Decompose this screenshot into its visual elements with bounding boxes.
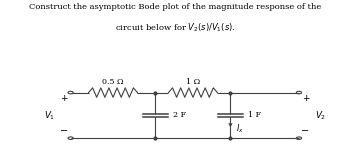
Text: 1 F: 1 F [248,111,261,119]
Text: $V_1$: $V_1$ [44,109,55,122]
Text: $V_2$: $V_2$ [315,109,326,122]
Text: Construct the asymptotic Bode plot of the magnitude response of the: Construct the asymptotic Bode plot of th… [29,3,321,11]
Text: 0.5 Ω: 0.5 Ω [102,78,124,86]
Text: −: − [60,127,68,136]
Text: 2 F: 2 F [173,111,186,119]
Text: +: + [302,94,309,103]
Text: +: + [60,94,68,103]
Text: $I_x$: $I_x$ [236,123,244,135]
Text: 1 Ω: 1 Ω [186,78,200,86]
Text: −: − [301,127,309,136]
Text: circuit below for $V_2(s)/V_1(s)$.: circuit below for $V_2(s)/V_1(s)$. [114,22,236,34]
